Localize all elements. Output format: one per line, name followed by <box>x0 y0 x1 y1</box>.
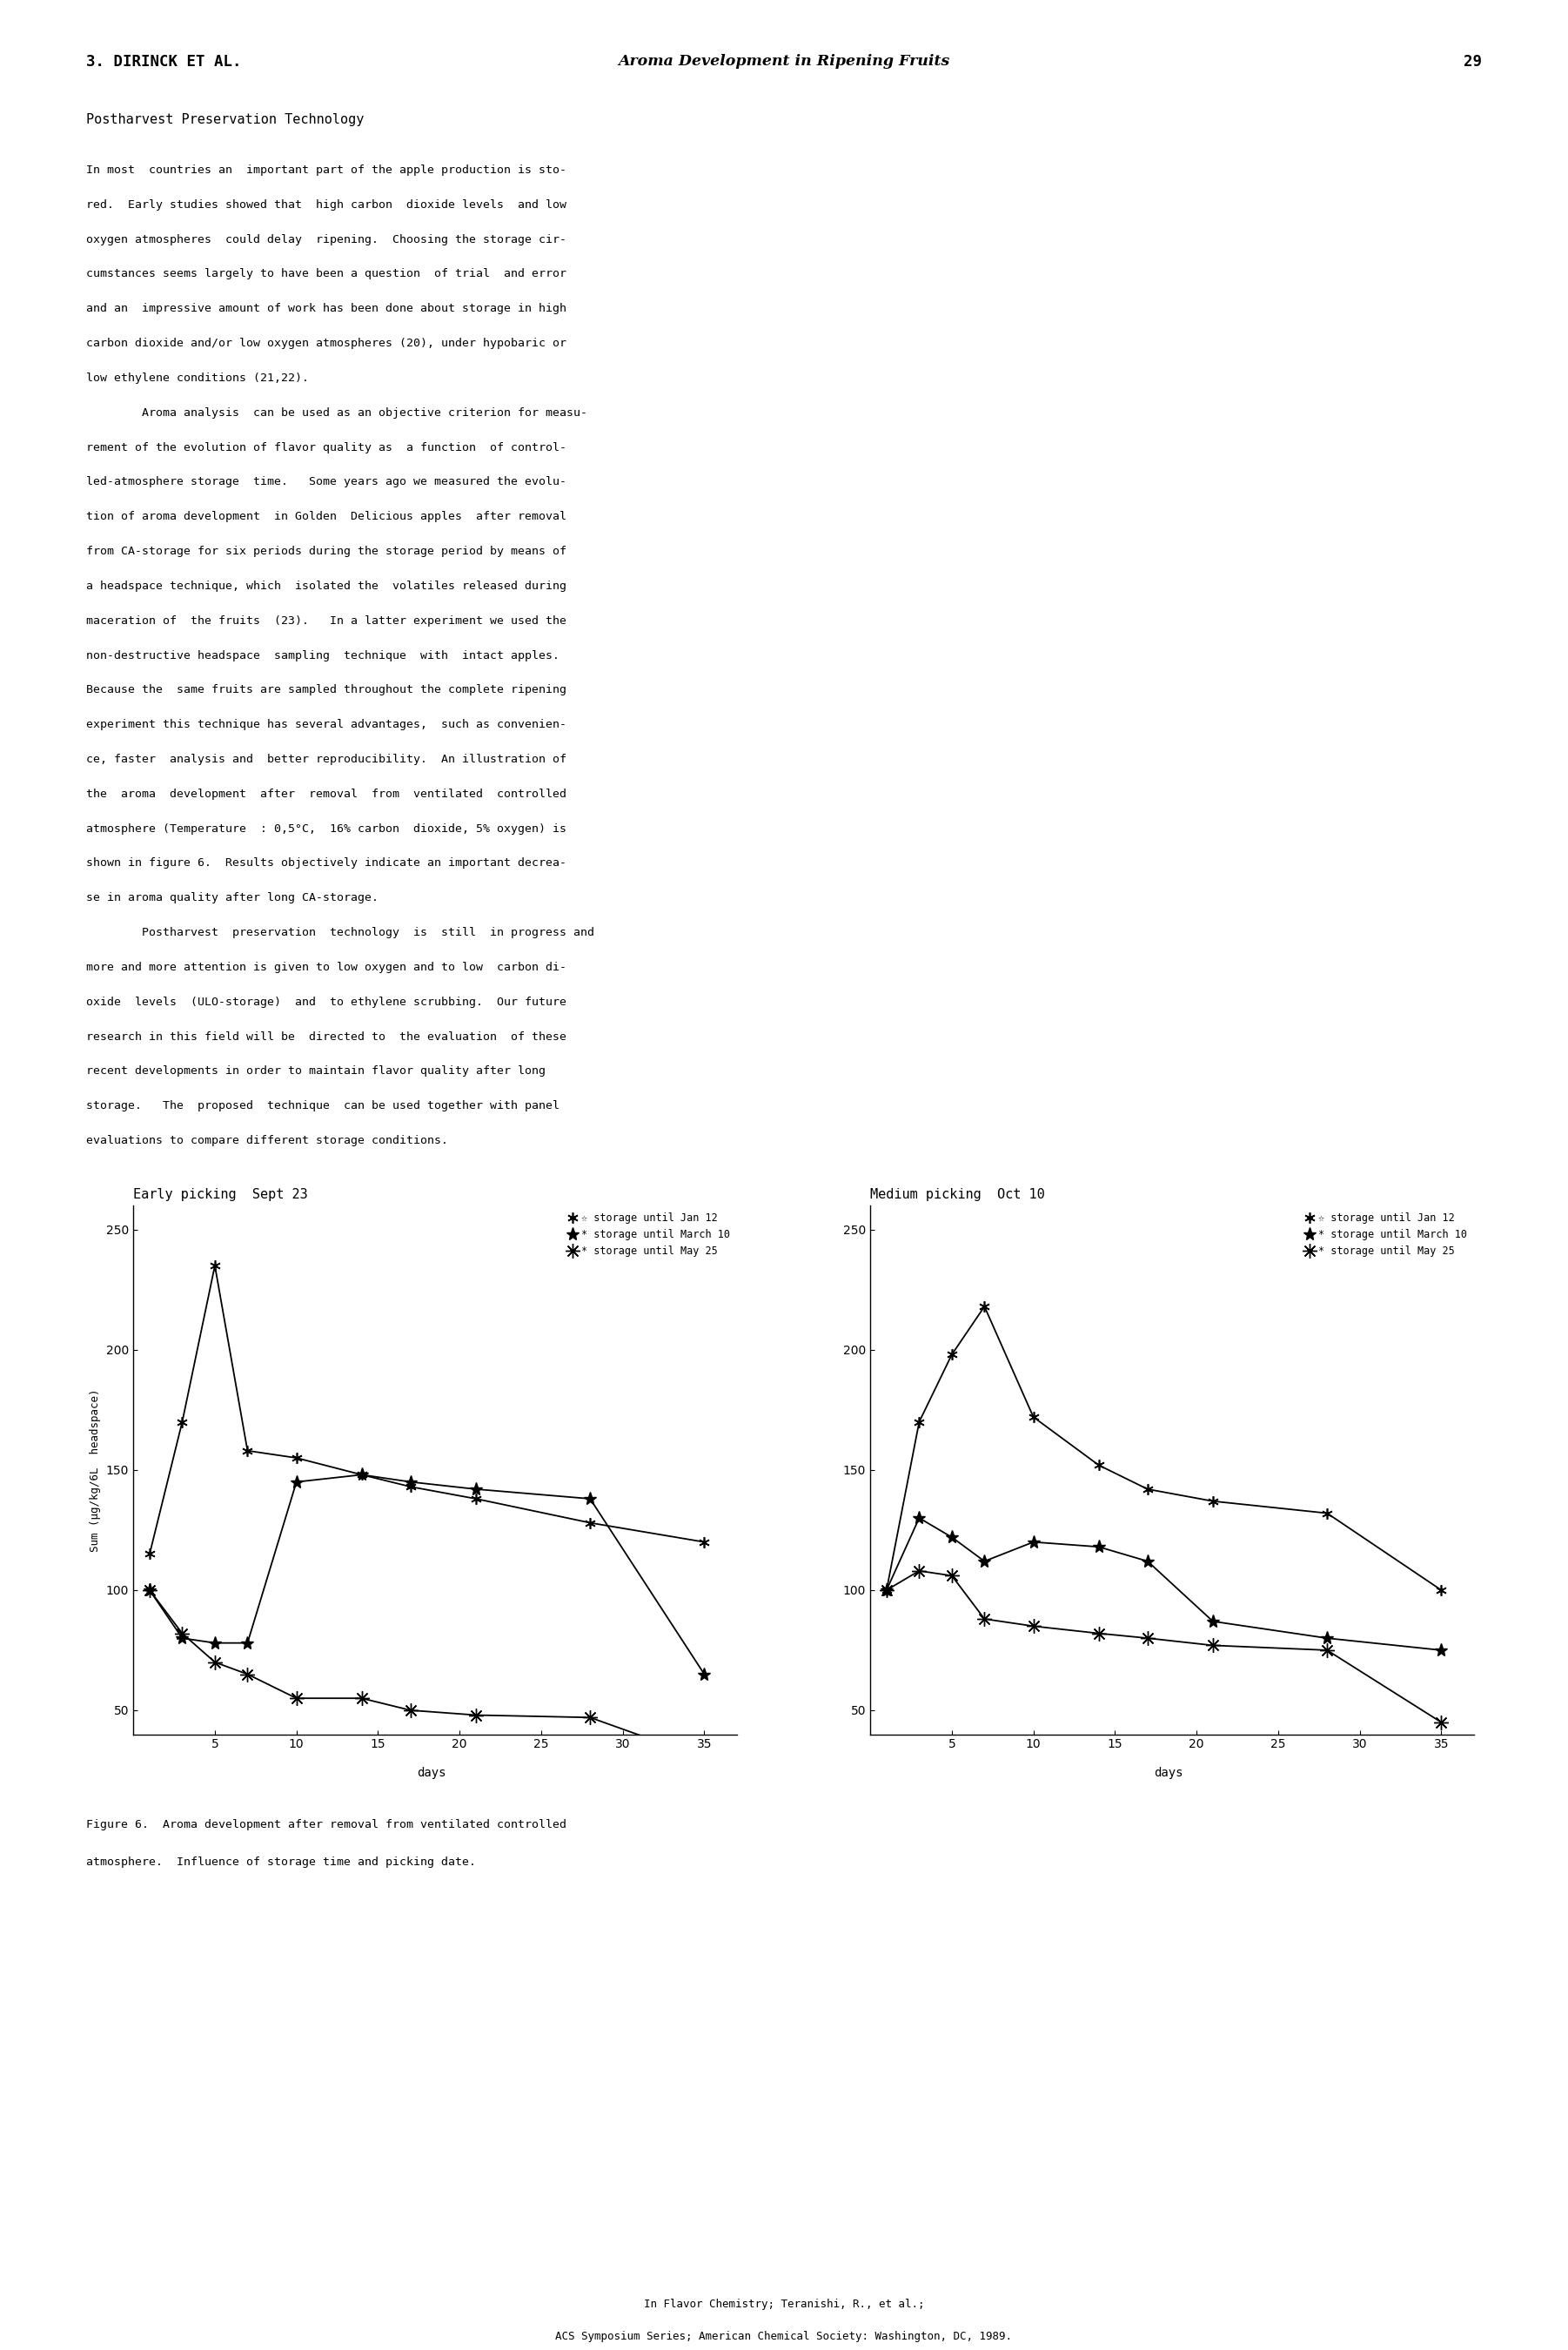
Text: storage.   The  proposed  technique  can be used together with panel: storage. The proposed technique can be u… <box>86 1100 560 1112</box>
Text: Aroma analysis  can be used as an objective criterion for measu-: Aroma analysis can be used as an objecti… <box>86 407 588 418</box>
Text: days: days <box>1154 1767 1182 1779</box>
Text: rement of the evolution of flavor quality as  a function  of control-: rement of the evolution of flavor qualit… <box>86 442 566 454</box>
Text: Figure 6.  Aroma development after removal from ventilated controlled: Figure 6. Aroma development after remova… <box>86 1819 566 1831</box>
Text: 29: 29 <box>1463 54 1482 70</box>
Legend: ☆ storage until Jan 12, * storage until March 10, * storage until May 25: ☆ storage until Jan 12, * storage until … <box>1303 1208 1471 1262</box>
Text: cumstances seems largely to have been a question  of trial  and error: cumstances seems largely to have been a … <box>86 268 566 280</box>
Text: maceration of  the fruits  (23).   In a latter experiment we used the: maceration of the fruits (23). In a latt… <box>86 616 566 627</box>
Text: oxygen atmospheres  could delay  ripening.  Choosing the storage cir-: oxygen atmospheres could delay ripening.… <box>86 235 566 244</box>
Legend: ☆ storage until Jan 12, * storage until March 10, * storage until May 25: ☆ storage until Jan 12, * storage until … <box>566 1208 734 1262</box>
Text: carbon dioxide and/or low oxygen atmospheres (20), under hypobaric or: carbon dioxide and/or low oxygen atmosph… <box>86 338 566 350</box>
Text: a headspace technique, which  isolated the  volatiles released during: a headspace technique, which isolated th… <box>86 580 566 592</box>
Text: ACS Symposium Series; American Chemical Society: Washington, DC, 1989.: ACS Symposium Series; American Chemical … <box>555 2331 1013 2343</box>
Text: led-atmosphere storage  time.   Some years ago we measured the evolu-: led-atmosphere storage time. Some years … <box>86 477 566 489</box>
Text: recent developments in order to maintain flavor quality after long: recent developments in order to maintain… <box>86 1067 546 1076</box>
Text: more and more attention is given to low oxygen and to low  carbon di-: more and more attention is given to low … <box>86 961 566 973</box>
Text: Medium picking  Oct 10: Medium picking Oct 10 <box>870 1187 1044 1201</box>
Text: red.  Early studies showed that  high carbon  dioxide levels  and low: red. Early studies showed that high carb… <box>86 200 566 212</box>
Text: from CA-storage for six periods during the storage period by means of: from CA-storage for six periods during t… <box>86 545 566 557</box>
Text: tion of aroma development  in Golden  Delicious apples  after removal: tion of aroma development in Golden Deli… <box>86 512 566 522</box>
Text: shown in figure 6.  Results objectively indicate an important decrea-: shown in figure 6. Results objectively i… <box>86 858 566 870</box>
Text: the  aroma  development  after  removal  from  ventilated  controlled: the aroma development after removal from… <box>86 790 566 799</box>
Text: oxide  levels  (ULO-storage)  and  to ethylene scrubbing.  Our future: oxide levels (ULO-storage) and to ethyle… <box>86 996 566 1008</box>
Text: non-destructive headspace  sampling  technique  with  intact apples.: non-destructive headspace sampling techn… <box>86 651 560 660</box>
Text: atmosphere.  Influence of storage time and picking date.: atmosphere. Influence of storage time an… <box>86 1856 477 1868</box>
Text: In Flavor Chemistry; Teranishi, R., et al.;: In Flavor Chemistry; Teranishi, R., et a… <box>644 2298 924 2310</box>
Text: Aroma Development in Ripening Fruits: Aroma Development in Ripening Fruits <box>618 54 950 68</box>
Text: Early picking  Sept 23: Early picking Sept 23 <box>133 1187 307 1201</box>
Text: Postharvest Preservation Technology: Postharvest Preservation Technology <box>86 113 364 127</box>
Text: and an  impressive amount of work has been done about storage in high: and an impressive amount of work has bee… <box>86 303 566 315</box>
Text: Because the  same fruits are sampled throughout the complete ripening: Because the same fruits are sampled thro… <box>86 684 566 696</box>
Text: days: days <box>417 1767 445 1779</box>
Text: ce, faster  analysis and  better reproducibility.  An illustration of: ce, faster analysis and better reproduci… <box>86 754 566 766</box>
Text: research in this field will be  directed to  the evaluation  of these: research in this field will be directed … <box>86 1032 566 1043</box>
Text: In most  countries an  important part of the apple production is sto-: In most countries an important part of t… <box>86 165 566 176</box>
Text: evaluations to compare different storage conditions.: evaluations to compare different storage… <box>86 1135 448 1147</box>
Text: experiment this technique has several advantages,  such as convenien-: experiment this technique has several ad… <box>86 719 566 731</box>
Text: se in aroma quality after long CA-storage.: se in aroma quality after long CA-storag… <box>86 893 378 905</box>
Text: low ethylene conditions (21,22).: low ethylene conditions (21,22). <box>86 374 309 383</box>
Text: atmosphere (Temperature  : 0,5°C,  16% carbon  dioxide, 5% oxygen) is: atmosphere (Temperature : 0,5°C, 16% car… <box>86 822 566 834</box>
Text: Postharvest  preservation  technology  is  still  in progress and: Postharvest preservation technology is s… <box>86 928 594 938</box>
Text: 3. DIRINCK ET AL.: 3. DIRINCK ET AL. <box>86 54 241 70</box>
Y-axis label: Sum (μg/kg/6L  headspace): Sum (μg/kg/6L headspace) <box>89 1389 102 1551</box>
